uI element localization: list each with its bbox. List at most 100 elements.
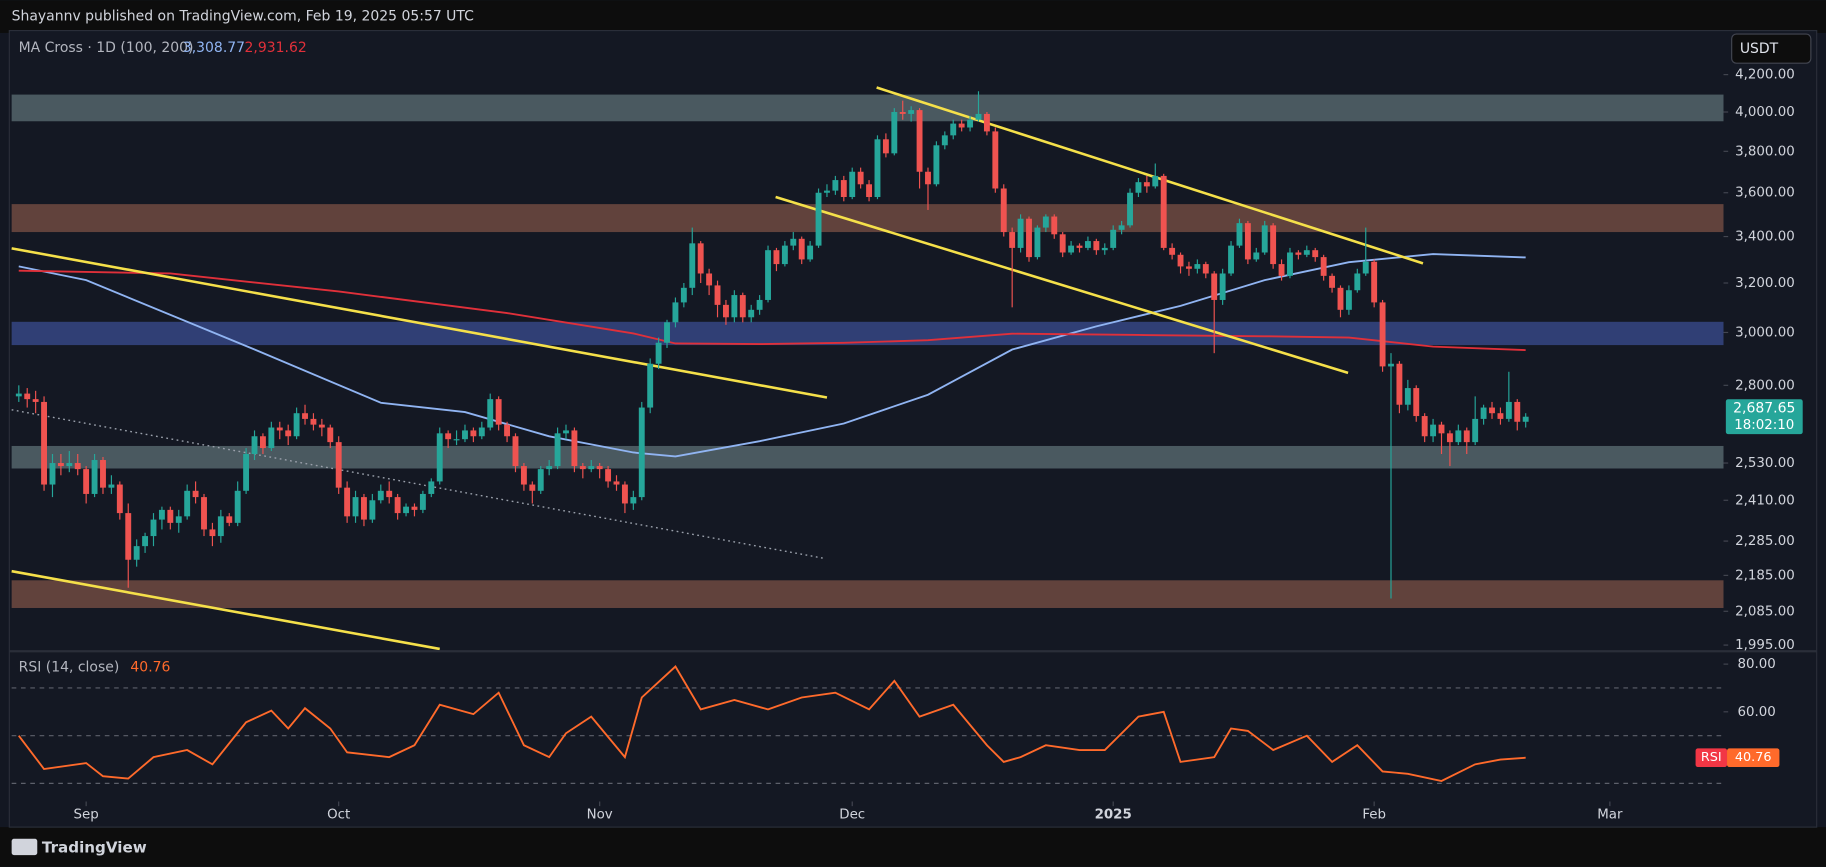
x-tick-label: 2025: [1095, 807, 1132, 822]
candle-body: [445, 433, 452, 440]
candle-body: [849, 171, 856, 198]
candle-body: [504, 424, 511, 437]
candle-body: [1127, 192, 1133, 226]
candle-body: [680, 287, 687, 303]
rsi-last-value: 40.76: [1735, 750, 1772, 765]
candle-body: [1480, 407, 1487, 419]
candle-body: [950, 123, 957, 136]
candle-body: [1051, 216, 1058, 235]
candle-body: [958, 123, 965, 128]
candle-body: [925, 171, 931, 185]
candle-body: [428, 481, 435, 494]
trendline: [876, 86, 1424, 265]
candle-body: [638, 407, 645, 498]
candle-body: [1169, 247, 1176, 255]
candle-body: [201, 497, 207, 530]
candle-body: [1354, 273, 1361, 291]
ma200-value: 2,931.62: [245, 40, 307, 56]
candle-body: [251, 436, 258, 455]
y-tick-label: 3,400.00: [1735, 230, 1795, 245]
candle-body: [1446, 433, 1453, 443]
y-tick-label: 2,085.00: [1735, 604, 1795, 619]
candle-body: [664, 322, 670, 343]
candle-body: [967, 119, 974, 128]
candle-body: [1219, 273, 1226, 300]
candle-body: [1463, 430, 1470, 443]
y-tick-label: 2,410.00: [1735, 493, 1795, 508]
candle-body: [453, 439, 460, 441]
candle-body: [756, 299, 763, 310]
candle-body: [32, 399, 39, 402]
trendline: [775, 195, 1349, 375]
candle-body: [554, 433, 561, 467]
candle-body: [571, 430, 578, 467]
top-bar: [0, 0, 1826, 33]
candle-body: [874, 139, 881, 198]
moving-average: [18, 269, 1526, 352]
currency-box[interactable]: [1731, 33, 1812, 64]
candle-body: [563, 430, 569, 434]
zone: [11, 204, 1724, 233]
rsi-line: [18, 665, 1526, 782]
candle-body: [790, 238, 797, 246]
candle-body: [361, 497, 367, 520]
candle-body: [1042, 216, 1049, 228]
candle-body: [436, 433, 443, 482]
candle-body: [1438, 424, 1445, 434]
candle-body: [773, 250, 780, 265]
candle-body: [352, 497, 359, 517]
candle-body: [487, 399, 494, 428]
candle-body: [108, 484, 115, 488]
candle-body: [1379, 302, 1386, 367]
candle-body: [520, 466, 527, 485]
x-tick-label: Oct: [327, 807, 350, 822]
brand: TradingView: [42, 839, 147, 857]
candle-body: [1135, 182, 1142, 193]
x-tick-label: Nov: [587, 807, 613, 822]
candle-body: [1362, 261, 1369, 274]
candle-body: [655, 342, 662, 364]
candle-body: [512, 436, 519, 467]
candle-body: [579, 466, 586, 470]
candle-body: [941, 135, 948, 146]
candle-body: [647, 363, 654, 408]
moving-average: [18, 253, 1526, 458]
candle-body: [882, 139, 889, 154]
candle-body: [1278, 264, 1285, 276]
candle-body: [596, 466, 603, 470]
candle-body: [1337, 287, 1344, 310]
rsi-value: 40.76: [130, 660, 170, 676]
candle-body: [537, 469, 544, 491]
candle-body: [798, 238, 805, 260]
candle-body: [150, 519, 157, 537]
y-tick-label: 3,800.00: [1735, 144, 1795, 159]
candle-body: [722, 304, 729, 318]
candle-body: [335, 442, 342, 488]
y-tick-label: 80.00: [1737, 657, 1775, 672]
y-tick-label: 4,000.00: [1735, 105, 1795, 120]
y-tick-label: 2,800.00: [1735, 378, 1795, 393]
candle-body: [1228, 245, 1234, 274]
y-tick-label: 2,285.00: [1735, 534, 1795, 549]
candle-body: [1522, 416, 1529, 422]
overlay: 4,200.00 4,000.00 3,800.00 3,600.00 3,400.00…: [74, 68, 1803, 822]
dotted-trendline: [11, 409, 825, 560]
rsi-title: RSI (14, close): [19, 660, 120, 676]
candle-body: [1059, 234, 1066, 253]
candle-body: [234, 490, 241, 523]
rsi-pane: [11, 665, 1724, 784]
candle-body: [621, 484, 628, 504]
y-tick-label: 2,530.00: [1735, 456, 1795, 471]
candle-body: [1009, 232, 1016, 248]
candle-body: [1472, 418, 1479, 443]
candle-body: [41, 401, 48, 485]
candle-body: [1312, 250, 1319, 258]
rsi-name: RSI: [1701, 750, 1722, 765]
candle-body: [419, 493, 426, 510]
candle-body: [807, 245, 814, 260]
currency[interactable]: USDT: [1740, 41, 1779, 57]
candle-body: [175, 516, 182, 523]
ma100-value: 3,308.77: [183, 40, 245, 56]
candle-body: [1236, 223, 1243, 246]
candle-body: [546, 466, 553, 470]
